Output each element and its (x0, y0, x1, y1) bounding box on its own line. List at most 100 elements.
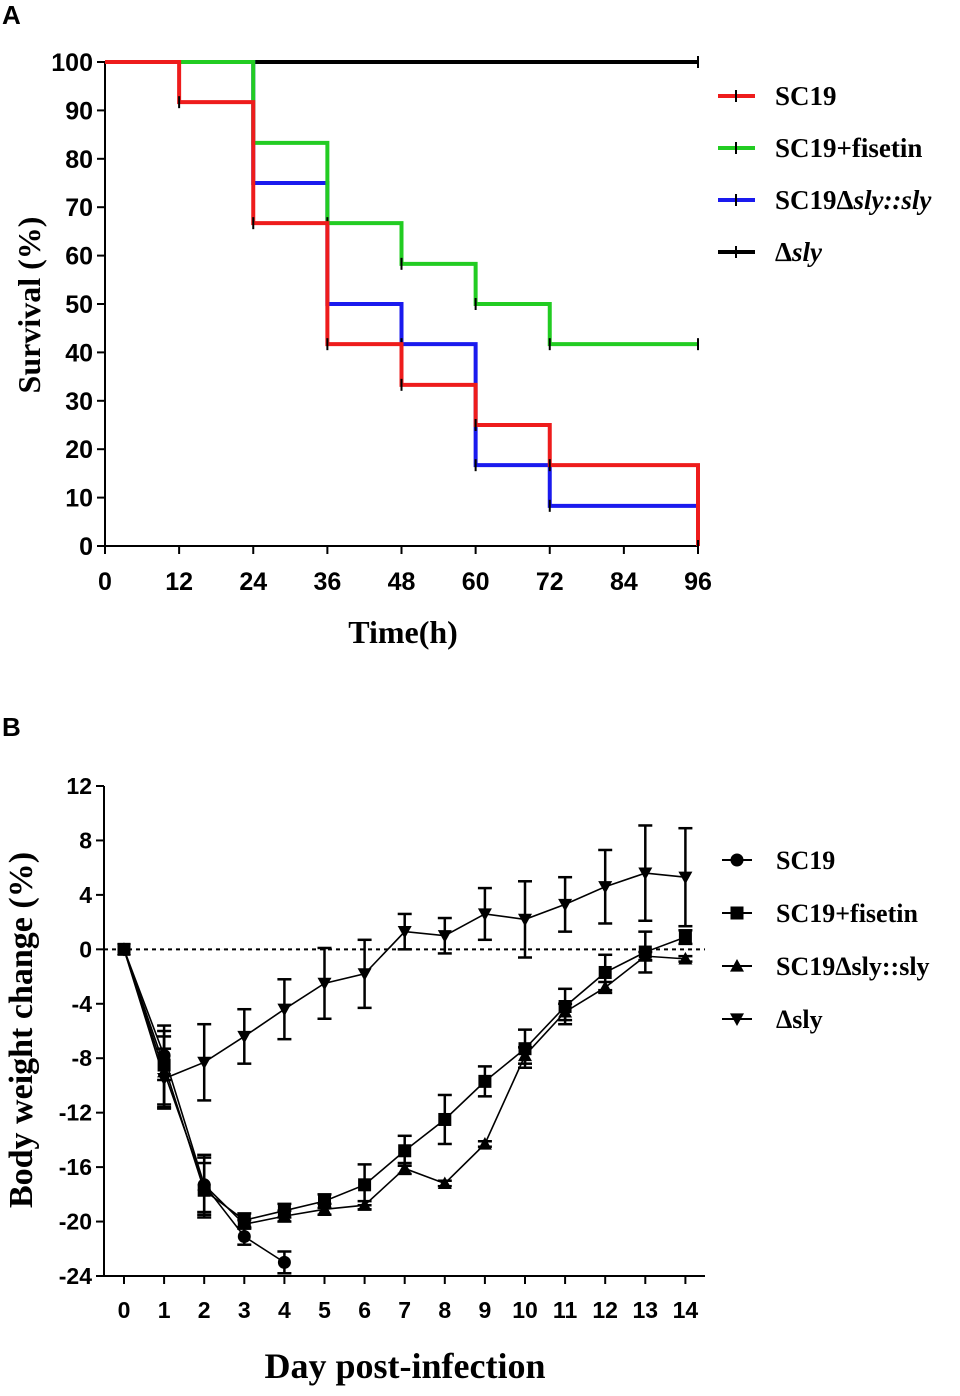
survival-y-tick-label: 50 (65, 291, 93, 319)
body-weight-x-tick-label: 11 (553, 1297, 578, 1323)
survival-legend-label: SC19 (775, 81, 837, 111)
survival-x-tick-label: 24 (239, 568, 267, 596)
data-point--sly (477, 908, 492, 921)
survival-x-tick-label: 48 (388, 568, 416, 596)
data-point-sc19-sly-sly (558, 1004, 573, 1018)
data-point-sc19-fisetin (398, 1144, 412, 1158)
survival-line-sc19-fisetin (105, 60, 698, 347)
survival-y-tick-label: 70 (65, 194, 93, 222)
data-point--sly (437, 930, 452, 943)
survival-y-tick-label: 80 (65, 146, 93, 174)
body-weight-legend-marker (730, 906, 744, 920)
body-weight-x-tick-label: 0 (118, 1297, 131, 1323)
body-weight-y-tick-label: -12 (59, 1100, 92, 1126)
data-point-sc19-sly-sly (477, 1136, 492, 1150)
survival-line-sc19 (105, 60, 700, 546)
survival-legend-label: SC19Δsly::sly (775, 185, 932, 215)
body-weight-x-tick-label: 14 (673, 1297, 699, 1323)
body-weight-legend-label: Δsly (776, 1005, 823, 1034)
survival-y-tick-label: 60 (65, 243, 93, 271)
body-weight-x-tick-label: 1 (158, 1297, 171, 1323)
data-point-sc19-sly-sly (277, 1209, 292, 1222)
survival-legend-label: SC19+fisetin (775, 133, 922, 163)
body-weight-x-tick-label: 7 (398, 1297, 411, 1323)
body-weight-y-tick-label: -4 (72, 991, 93, 1017)
survival-x-tick-label: 12 (165, 568, 193, 596)
survival-x-tick-label: 96 (684, 568, 712, 596)
survival-x-tick-label: 72 (536, 568, 564, 596)
body-weight-legend-marker (730, 1013, 744, 1026)
body-weight-y-tick-label: 0 (79, 936, 92, 962)
data-point-sc19-fisetin (438, 1112, 452, 1126)
survival-y-tick-label: 30 (65, 388, 93, 416)
data-point-sc19-fisetin (598, 965, 612, 979)
survival-x-tick-label: 36 (313, 568, 341, 596)
body-weight-legend-label: SC19 (776, 846, 835, 875)
body-weight-x-tick-label: 8 (438, 1297, 451, 1323)
body-weight-y-tick-label: 8 (79, 827, 92, 853)
survival-y-axis-title: Survival (%) (11, 217, 47, 394)
body-weight-y-axis-title: Body weight change (%) (3, 852, 40, 1208)
data-point-sc19-sly-sly (678, 951, 693, 965)
data-point-sc19-fisetin (678, 930, 692, 944)
survival-line-sc19-sly-sly (105, 60, 698, 508)
body-weight-legend-marker (730, 853, 744, 867)
body-weight-x-tick-label: 3 (238, 1297, 251, 1323)
panel-b-label: B (2, 712, 21, 742)
body-weight-x-tick-label: 12 (592, 1297, 618, 1323)
survival-y-tick-label: 90 (65, 97, 93, 125)
survival-chart: 0 10 20 30 40 50 60 70 80 90 100 0 12 24 36 48 60 72 84 96 (51, 49, 712, 596)
body-weight-line-sc19-fisetin (123, 936, 686, 1222)
data-point-sc19-sly-sly (197, 1177, 212, 1191)
data-point--sly (317, 977, 332, 991)
body-weight-x-tick-label: 6 (358, 1297, 371, 1323)
data-point-sc19-sly-sly (317, 1202, 332, 1215)
survival-y-tick-label: 0 (79, 533, 93, 561)
data-point-sc19-sly-sly (237, 1217, 252, 1230)
data-point-sc19 (277, 1255, 291, 1269)
data-point--sly (678, 871, 693, 885)
body-weight-y-tick-label: 4 (79, 882, 92, 908)
survival-y-tick-label: 10 (65, 485, 93, 513)
body-weight-x-tick-label: 13 (633, 1297, 659, 1323)
survival-x-axis-title: Time(h) (348, 614, 458, 650)
body-weight-x-tick-label: 5 (318, 1297, 331, 1323)
data-point-sc19-fisetin (478, 1074, 492, 1088)
survival-y-tick-label: 20 (65, 436, 93, 464)
body-weight-legend-label: SC19Δsly::sly (776, 952, 930, 981)
body-weight-x-tick-label: 10 (512, 1297, 538, 1323)
data-point-sc19-sly-sly (397, 1161, 412, 1175)
data-point--sly (397, 926, 412, 939)
data-point--sly (157, 1073, 172, 1086)
body-weight-x-tick-label: 2 (198, 1297, 211, 1323)
data-point-sc19-sly-sly (638, 949, 653, 962)
body-weight-y-tick-label: -8 (72, 1045, 93, 1071)
data-point--sly (638, 867, 653, 881)
data-point-sc19 (237, 1230, 251, 1244)
body-weight-y-tick-label: -20 (59, 1209, 92, 1235)
data-point--sly (518, 913, 532, 927)
survival-y-tick-label: 100 (51, 49, 93, 77)
data-point--sly (357, 968, 372, 981)
data-point--sly (598, 881, 613, 894)
body-weight-x-axis-title: Day post-infection (265, 1346, 546, 1386)
body-weight-x-tick-label: 9 (479, 1297, 492, 1323)
data-point--sly (277, 1003, 292, 1017)
data-point-sc19-fisetin (358, 1178, 372, 1192)
survival-y-tick-label: 40 (65, 339, 93, 367)
data-point--sly (237, 1030, 252, 1044)
data-point--sly (558, 898, 573, 912)
body-weight-y-tick-label: 12 (66, 773, 92, 799)
data-point-sc19-sly-sly (518, 1048, 532, 1062)
survival-x-tick-label: 84 (610, 568, 638, 596)
survival-x-tick-label: 60 (462, 568, 490, 596)
body-weight-y-tick-label: -16 (59, 1154, 92, 1180)
body-weight-x-tick-label: 4 (278, 1297, 291, 1323)
survival-x-tick-label: 0 (98, 568, 112, 596)
body-weight-legend-marker (730, 959, 744, 972)
body-weight-legend-label: SC19+fisetin (776, 899, 918, 928)
